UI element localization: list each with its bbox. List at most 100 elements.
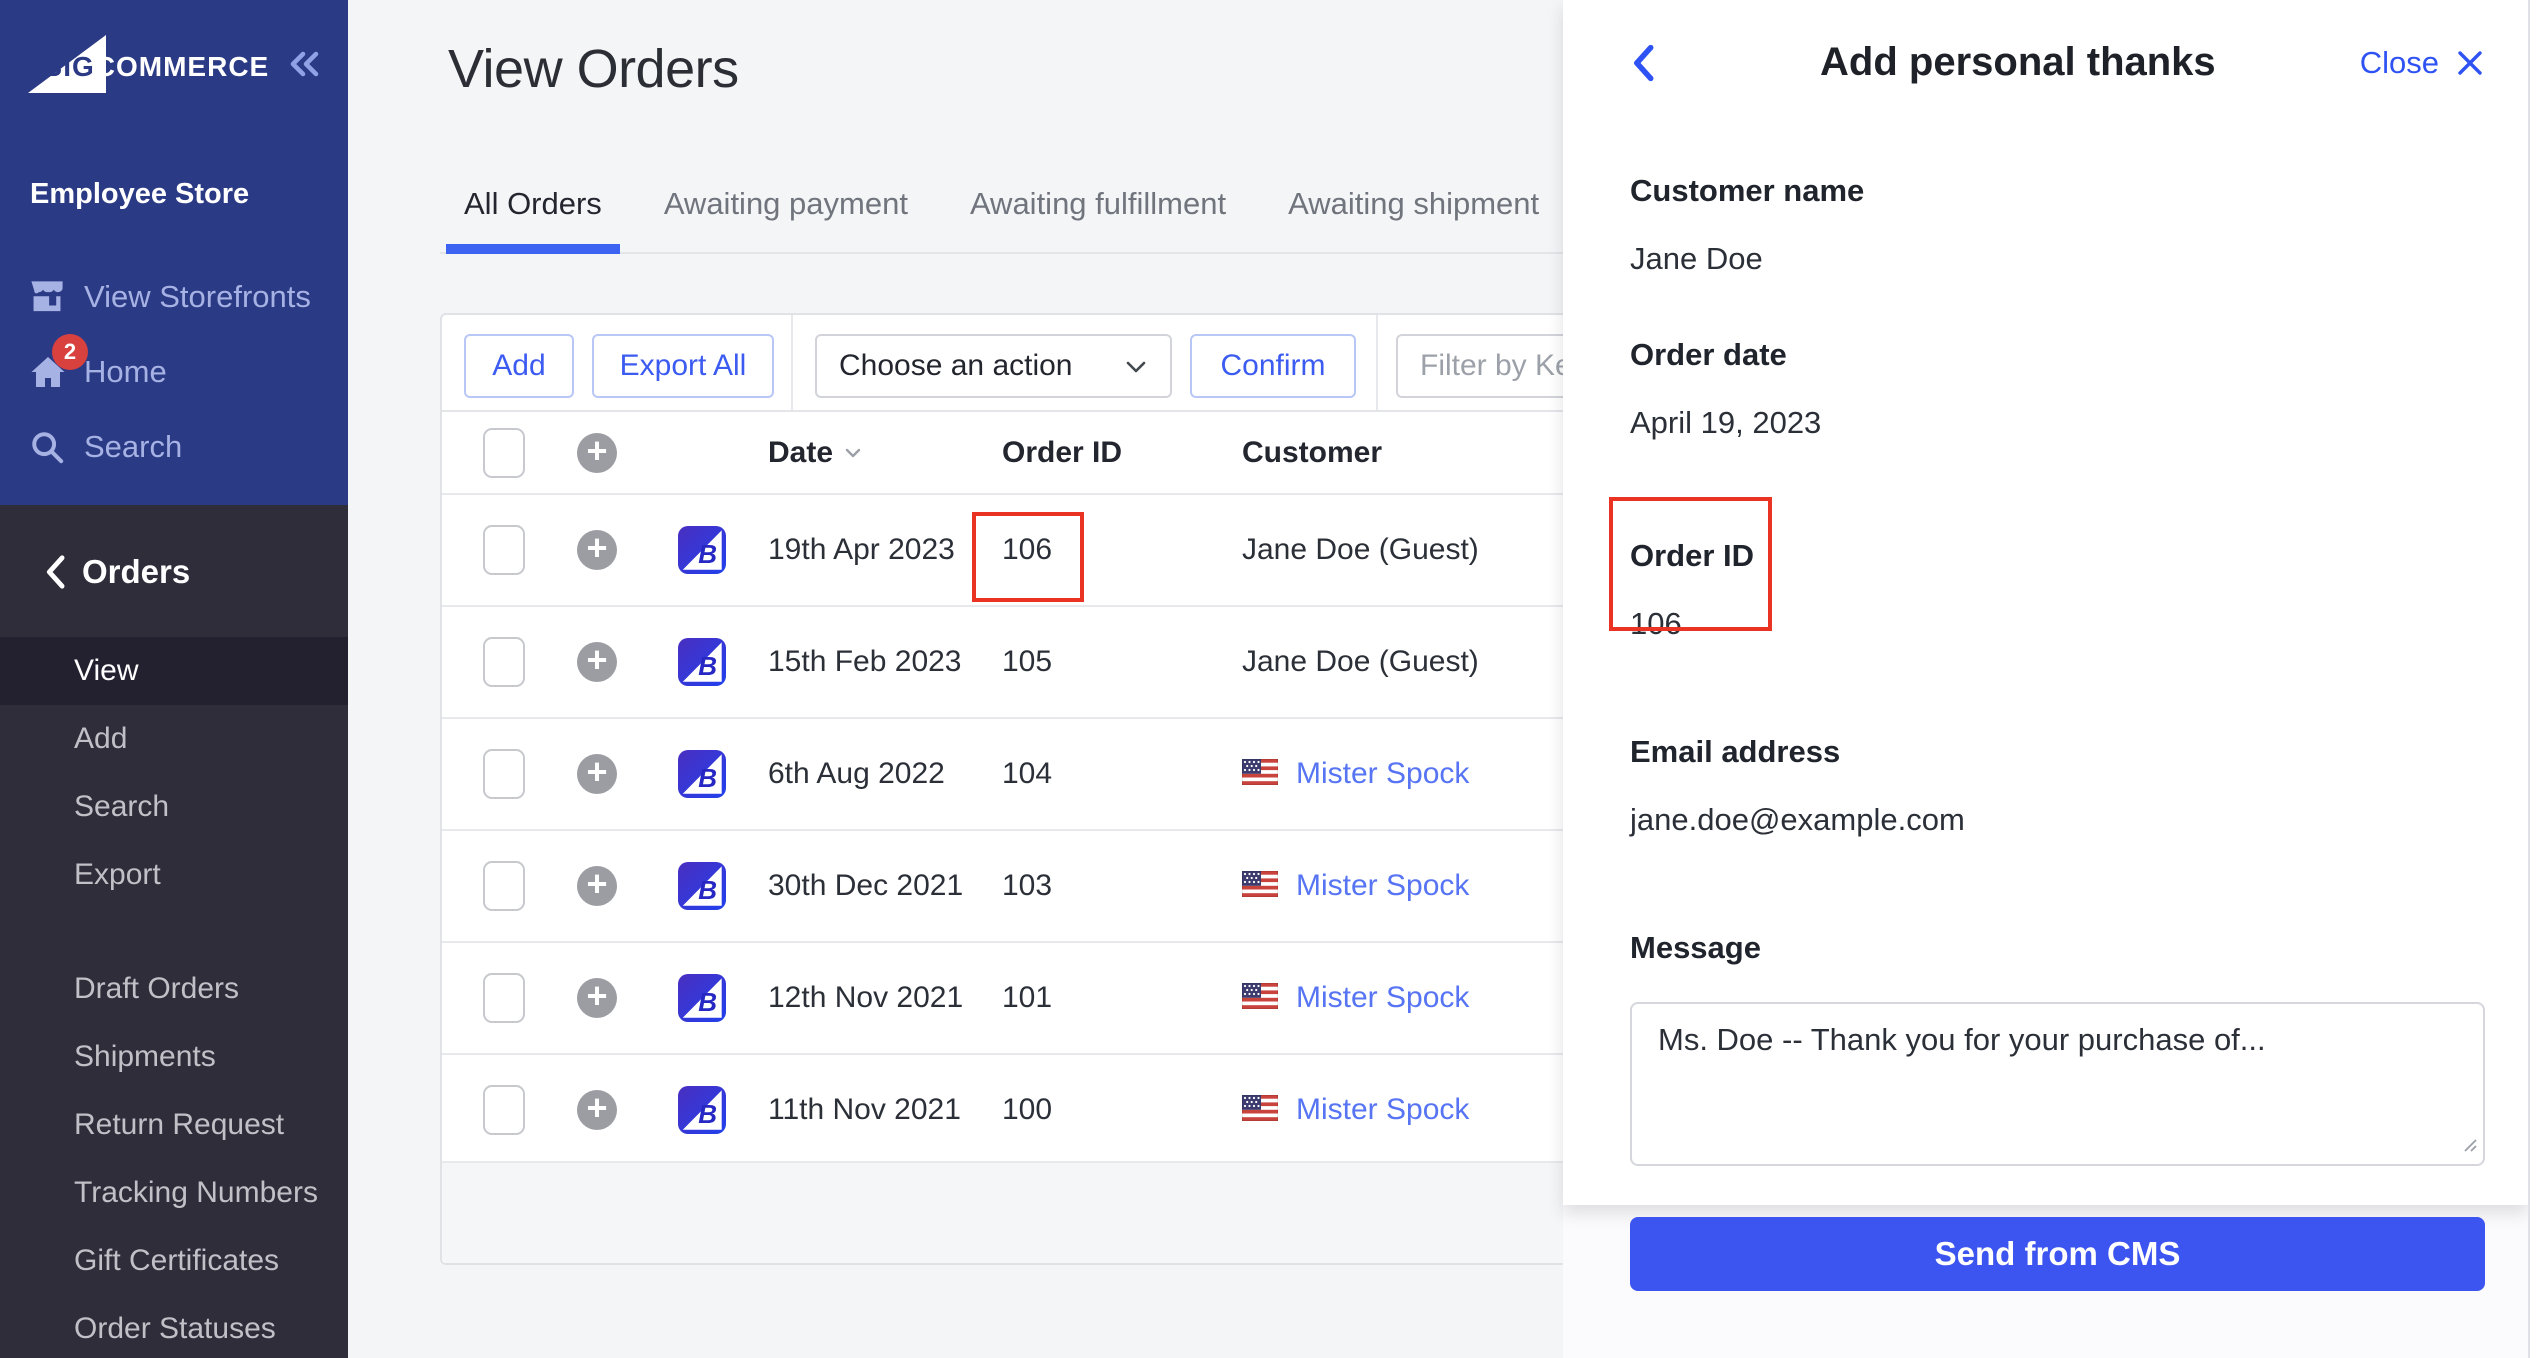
bigcommerce-channel-icon — [678, 1086, 726, 1134]
bigcommerce-channel-icon — [678, 750, 726, 798]
order-id: 106 — [1002, 533, 1053, 566]
expand-row-icon[interactable] — [577, 640, 617, 682]
us-flag-icon — [1241, 870, 1279, 902]
sidebar-item-label: Search — [84, 428, 183, 464]
expand-row-icon[interactable] — [577, 528, 617, 570]
sidebar-group-divider — [0, 909, 348, 955]
table-row: 11th Nov 2021 100 — [442, 1053, 2540, 1165]
order-id: 103 — [1002, 869, 1053, 902]
sidebar-item-tracking-numbers[interactable]: Tracking Numbers — [74, 1176, 318, 1209]
table-row: 6th Aug 2022 104 — [442, 717, 2540, 829]
sidebar-item-draft-orders[interactable]: Draft Orders — [74, 972, 240, 1005]
sidebar-item-orders-add[interactable]: Add — [74, 722, 128, 755]
order-date-value: April 19, 2023 — [1630, 405, 1822, 440]
order-id-label: Order ID — [1630, 538, 1755, 573]
store-name: Employee Store — [30, 178, 250, 210]
sidebar: BIGCOMMERCE Employee Store View Storefro… — [0, 0, 348, 1358]
sidebar-item-orders-export[interactable]: Export — [74, 858, 161, 891]
order-id-value: 106 — [1630, 606, 1682, 641]
sort-caret-icon — [845, 448, 861, 457]
sidebar-item-view-storefronts[interactable]: View Storefronts — [0, 259, 348, 334]
search-icon — [30, 430, 68, 464]
order-date-label: Order date — [1630, 337, 1787, 372]
customer-name[interactable]: Mister Spock — [1296, 981, 1470, 1014]
customer-name[interactable]: Mister Spock — [1296, 1093, 1470, 1126]
sidebar-collapse-icon[interactable] — [286, 47, 322, 81]
order-date: 30th Dec 2021 — [768, 869, 964, 902]
customer-name: Jane Doe (Guest) — [1242, 533, 1479, 566]
tab-awaiting-shipment[interactable]: Awaiting shipment — [1288, 186, 1540, 221]
bigcommerce-channel-icon — [678, 638, 726, 686]
customer-name: Jane Doe (Guest) — [1242, 645, 1479, 678]
sidebar-orders-section: Orders View Add Search Export Draft Orde… — [0, 505, 348, 1358]
expand-row-icon[interactable] — [577, 752, 617, 794]
sidebar-item-orders-search[interactable]: Search — [74, 790, 170, 823]
back-icon[interactable] — [1630, 43, 1676, 83]
orders-section-title: Orders — [82, 553, 191, 590]
panel-title: Add personal thanks — [1820, 40, 2216, 84]
table-row: 15th Feb 2023 105 — [442, 605, 2540, 717]
order-date: 19th Apr 2023 — [768, 533, 955, 566]
tab-awaiting-fulfillment[interactable]: Awaiting fulfillment — [969, 186, 1227, 221]
row-checkbox[interactable] — [483, 973, 525, 1023]
column-header-date[interactable]: Date — [768, 436, 863, 470]
message-textarea[interactable]: Ms. Doe -- Thank you for your purchase o… — [1630, 1002, 2485, 1166]
row-checkbox[interactable] — [483, 749, 525, 799]
tab-all-orders[interactable]: All Orders — [446, 186, 620, 254]
tab-awaiting-payment[interactable]: Awaiting payment — [663, 186, 908, 221]
expand-row-icon[interactable] — [577, 864, 617, 906]
bigcommerce-channel-icon — [678, 526, 726, 574]
add-personal-thanks-panel: Add personal thanks Close Customer name … — [1563, 0, 2528, 1358]
close-button[interactable]: Close — [2360, 45, 2485, 81]
email-address-label: Email address — [1630, 734, 1841, 769]
table-row: 19th Apr 2023 106 — [442, 493, 2540, 605]
chevron-down-icon — [1124, 349, 1148, 383]
row-checkbox[interactable] — [483, 1085, 525, 1135]
row-checkbox[interactable] — [483, 525, 525, 575]
logo-text-commerce: COMMERCE — [94, 51, 270, 82]
confirm-button[interactable]: Confirm — [1190, 334, 1356, 398]
notification-badge: 2 — [52, 334, 88, 370]
email-address-value: jane.doe@example.com — [1630, 802, 1965, 837]
send-from-cms-button[interactable]: Send from CMS — [1630, 1217, 2485, 1291]
us-flag-icon — [1241, 982, 1279, 1014]
bigcommerce-channel-icon — [678, 862, 726, 910]
column-header-order-id[interactable]: Order ID — [1002, 435, 1123, 469]
customer-name[interactable]: Mister Spock — [1296, 757, 1470, 790]
toolbar-divider — [791, 315, 793, 410]
bigcommerce-logo: BIGCOMMERCE — [28, 35, 278, 93]
orders-table-body: 19th Apr 2023 106 — [442, 493, 2540, 1165]
order-date: 6th Aug 2022 — [768, 757, 945, 790]
row-checkbox[interactable] — [483, 637, 525, 687]
logo-text-big: BIG — [42, 51, 95, 82]
customer-name-value: Jane Doe — [1630, 241, 1763, 276]
sidebar-item-home[interactable]: 2 Home — [0, 334, 348, 409]
expand-all-icon[interactable] — [577, 431, 617, 473]
message-label: Message — [1630, 930, 1761, 965]
order-id: 104 — [1002, 757, 1053, 790]
select-all-checkbox[interactable] — [483, 427, 525, 478]
orders-section-header[interactable]: Orders — [0, 505, 348, 601]
table-row: 30th Dec 2021 103 — [442, 829, 2540, 941]
sidebar-item-shipments[interactable]: Shipments — [74, 1040, 216, 1073]
column-header-customer[interactable]: Customer — [1242, 435, 1383, 469]
add-button[interactable]: Add — [464, 334, 574, 398]
expand-row-icon[interactable] — [577, 976, 617, 1018]
expand-row-icon[interactable] — [577, 1088, 617, 1130]
storefront-icon — [30, 280, 68, 314]
sidebar-item-orders-view[interactable]: View — [0, 637, 348, 705]
sidebar-item-search[interactable]: Search — [0, 409, 348, 484]
action-select[interactable]: Choose an action — [815, 334, 1172, 398]
export-all-button[interactable]: Export All — [592, 334, 774, 398]
sidebar-item-return-request[interactable]: Return Request — [74, 1108, 285, 1141]
order-date: 12th Nov 2021 — [768, 981, 964, 1014]
order-id: 100 — [1002, 1093, 1053, 1126]
customer-name[interactable]: Mister Spock — [1296, 869, 1470, 902]
scrollbar-gutter[interactable] — [2528, 0, 2540, 1358]
bigcommerce-channel-icon — [678, 974, 726, 1022]
toolbar-divider — [1376, 315, 1378, 410]
sidebar-item-gift-certificates[interactable]: Gift Certificates — [74, 1244, 280, 1277]
row-checkbox[interactable] — [483, 861, 525, 911]
sidebar-item-order-statuses[interactable]: Order Statuses — [74, 1312, 276, 1345]
orders-tabs: All Orders Awaiting payment Awaiting ful… — [440, 186, 2540, 254]
